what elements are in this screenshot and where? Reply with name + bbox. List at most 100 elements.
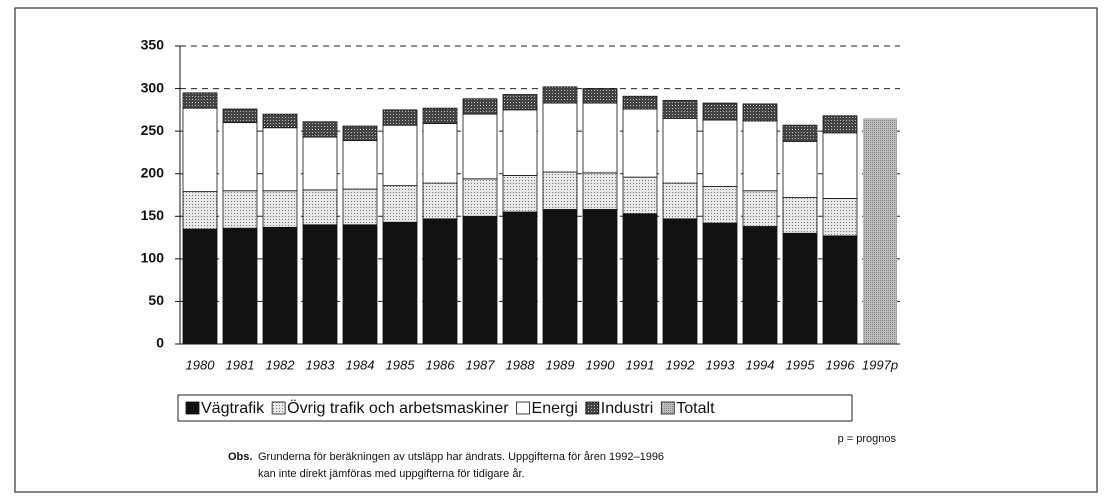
y-tick-label: 200 bbox=[141, 164, 165, 180]
bar-segment bbox=[262, 190, 298, 228]
bar-segment bbox=[742, 120, 778, 192]
bar-segment bbox=[262, 127, 298, 192]
legend-swatch bbox=[271, 401, 286, 415]
bar-segment bbox=[382, 109, 418, 126]
x-tick-label: 1980 bbox=[186, 357, 216, 372]
bar-segment bbox=[742, 103, 778, 122]
bar-segment bbox=[182, 92, 218, 109]
y-tick-label: 100 bbox=[141, 250, 165, 266]
x-tick-label: 1982 bbox=[266, 357, 296, 372]
bar-segment bbox=[622, 95, 658, 110]
note-label: Obs. bbox=[228, 451, 252, 463]
bar-segment bbox=[262, 113, 298, 129]
bar-segment bbox=[662, 218, 698, 345]
legend-label: Övrig trafik och arbetsmaskiner bbox=[287, 399, 509, 417]
bar-segment bbox=[542, 102, 578, 173]
bar-segment bbox=[822, 115, 858, 134]
x-tick-label: 1989 bbox=[546, 357, 575, 372]
y-tick-label: 50 bbox=[148, 292, 164, 308]
bar-segment bbox=[782, 232, 818, 345]
x-tick-label: 1991 bbox=[626, 357, 655, 372]
bar-segment bbox=[502, 109, 538, 176]
bar-segment bbox=[502, 211, 538, 345]
legend-box bbox=[177, 394, 853, 422]
bar-segment bbox=[182, 191, 218, 230]
bar-segment bbox=[302, 224, 338, 345]
x-tick-label: 1994 bbox=[746, 357, 775, 372]
footnote: p = prognos bbox=[838, 433, 897, 445]
bar-segment bbox=[742, 226, 778, 345]
x-tick-label: 1983 bbox=[306, 357, 336, 372]
bar-segment bbox=[863, 118, 897, 344]
legend-label: Energi bbox=[532, 400, 578, 417]
bar-segment bbox=[462, 178, 498, 217]
bar-segment bbox=[462, 215, 498, 345]
bar-segment bbox=[222, 190, 258, 229]
legend-swatch bbox=[660, 401, 675, 415]
bar-segment bbox=[502, 175, 538, 213]
bar-segment bbox=[702, 186, 738, 224]
x-tick-label: 1988 bbox=[506, 357, 536, 372]
bar-segment bbox=[822, 235, 858, 345]
x-tick-label: 1987 bbox=[466, 357, 496, 372]
bar-segment bbox=[382, 185, 418, 223]
legend-label: Vägtrafik bbox=[201, 400, 265, 417]
bar-segment bbox=[302, 136, 338, 191]
note-line: kan inte direkt jämföras med uppgifterna… bbox=[258, 468, 525, 480]
x-tick-label: 1985 bbox=[386, 357, 416, 372]
bar-segment bbox=[662, 117, 698, 184]
bar-segment bbox=[182, 228, 218, 345]
bar-segment bbox=[262, 226, 298, 345]
x-tick-label: 1996 bbox=[826, 357, 856, 372]
x-tick-label: 1993 bbox=[706, 357, 736, 372]
bar-segment bbox=[582, 209, 618, 345]
bar-segment bbox=[742, 190, 778, 227]
bar-segment bbox=[222, 108, 258, 124]
y-tick-label: 150 bbox=[141, 207, 165, 223]
bar-segment bbox=[342, 125, 378, 141]
bar-segment bbox=[422, 182, 458, 220]
bar-segment bbox=[782, 197, 818, 234]
bar-segment bbox=[302, 121, 338, 138]
bar-segment bbox=[382, 221, 418, 345]
bar-segment bbox=[622, 108, 658, 178]
bar-segment bbox=[462, 113, 498, 180]
x-tick-label: 1981 bbox=[226, 357, 255, 372]
bar-segment bbox=[342, 140, 378, 190]
bar-segment bbox=[622, 176, 658, 215]
x-tick-label: 1997p bbox=[862, 357, 898, 372]
x-tick-label: 1995 bbox=[786, 357, 816, 372]
bar-segment bbox=[662, 182, 698, 220]
y-tick-label: 300 bbox=[141, 79, 165, 95]
y-tick-label: 0 bbox=[156, 335, 164, 351]
bar-segment bbox=[342, 224, 378, 345]
frame bbox=[14, 7, 1098, 493]
bar-segment bbox=[422, 218, 458, 345]
bar-segment bbox=[542, 171, 578, 210]
bar-segment bbox=[582, 88, 618, 104]
bar-segment bbox=[422, 123, 458, 184]
note-line: Grunderna för beräkningen av utsläpp har… bbox=[258, 451, 664, 463]
bar-segment bbox=[582, 172, 618, 210]
bar-segment bbox=[702, 119, 738, 187]
bar-segment bbox=[542, 86, 578, 104]
bar-segment bbox=[222, 227, 258, 345]
bar-segment bbox=[182, 107, 218, 192]
bar-segment bbox=[702, 102, 738, 121]
bar-segment bbox=[702, 222, 738, 345]
legend-swatch bbox=[185, 401, 200, 415]
bar-segment bbox=[782, 124, 818, 142]
y-tick-label: 250 bbox=[141, 122, 165, 138]
x-tick-label: 1984 bbox=[346, 357, 375, 372]
bar-segment bbox=[462, 98, 498, 115]
bar-segment bbox=[822, 198, 858, 237]
y-tick-label: 350 bbox=[141, 37, 165, 53]
bar-segment bbox=[502, 94, 538, 111]
bar-segment bbox=[342, 188, 378, 226]
bar-segment bbox=[822, 132, 858, 199]
legend-label: Industri bbox=[601, 400, 653, 417]
bar-segment bbox=[422, 107, 458, 124]
bar-segment bbox=[782, 140, 818, 198]
bar-segment bbox=[662, 100, 698, 119]
